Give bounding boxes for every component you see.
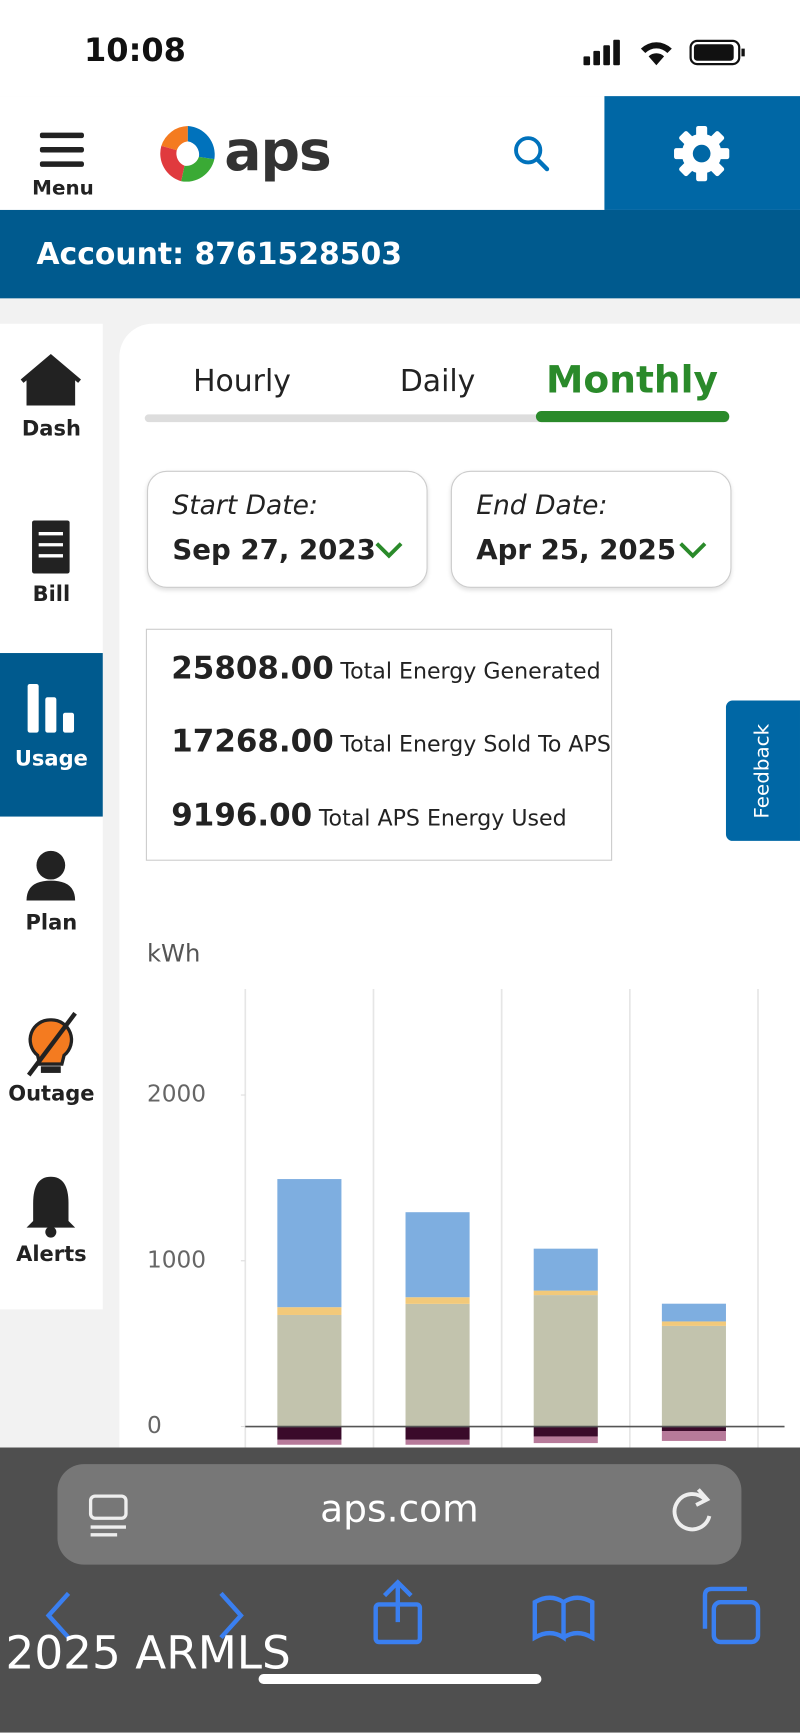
bar-segment (405, 1212, 470, 1298)
y-tick-label: 0 (147, 1412, 162, 1439)
bar-segment (405, 1439, 470, 1445)
nav-dash[interactable]: Dash (21, 416, 81, 441)
total-row: 9196.00 Total APS Energy Used (171, 797, 566, 833)
total-label: Total Energy Sold To APS (340, 730, 611, 757)
bar-segment (405, 1297, 470, 1304)
bar-segment (661, 1325, 726, 1427)
total-row: 25808.00 Total Energy Generated (171, 650, 600, 686)
bar-segment (277, 1307, 342, 1315)
bar-segment (277, 1439, 342, 1445)
watermark: 2025 ARMLS (5, 1626, 291, 1680)
tab-indicator (535, 411, 730, 423)
start-date-label: Start Date: (172, 489, 318, 521)
totals-box: 25808.00 Total Energy Generated 17268.00 T… (145, 628, 613, 861)
end-date[interactable]: End Date: Apr 25, 2025 (450, 470, 732, 588)
total-value: 17268.00 (171, 722, 334, 760)
feedback-tab[interactable] (725, 700, 800, 841)
bar-segment (661, 1321, 726, 1326)
menu-label[interactable]: Menu (32, 176, 94, 200)
total-label: Total APS Energy Used (318, 804, 567, 831)
bar-segment (405, 1303, 470, 1427)
url-bar[interactable] (57, 1464, 742, 1565)
menu-icon[interactable] (39, 130, 86, 170)
bar-segment (533, 1436, 598, 1444)
chevron (679, 542, 707, 559)
tab-hourly[interactable]: Hourly (193, 364, 291, 399)
sidebar-icons (20, 354, 81, 1238)
tab-monthly[interactable]: Monthly (546, 358, 719, 403)
logo-text[interactable]: aps (224, 119, 332, 184)
search-icon[interactable] (510, 133, 554, 177)
settings-icon[interactable] (673, 125, 730, 182)
end-date-label: End Date: (476, 489, 608, 521)
nav-plan[interactable]: Plan (25, 910, 78, 935)
total-row: 17268.00 Total Energy Sold To APS (171, 723, 611, 759)
total-value: 9196.00 (171, 796, 313, 834)
bar-segment (277, 1179, 342, 1308)
y-axis-label: kWh (147, 939, 200, 968)
y-tick-label: 1000 (147, 1246, 206, 1273)
bar-segment (533, 1248, 598, 1291)
total-label: Total Energy Generated (340, 657, 601, 684)
bar-segment (661, 1430, 726, 1441)
bar-segment (533, 1426, 598, 1437)
account-bar (0, 209, 800, 299)
y-tick-label: 2000 (147, 1081, 206, 1108)
tab-daily[interactable]: Daily (399, 364, 476, 399)
nav-outage[interactable]: Outage (8, 1081, 95, 1107)
browser-icons (45, 1488, 761, 1684)
bar-segment (277, 1426, 342, 1440)
clock: 10:08 (83, 30, 186, 69)
account-number: Account: 8761528503 (36, 237, 403, 272)
sidebar-active (0, 653, 103, 817)
nav-alerts[interactable]: Alerts (16, 1241, 87, 1267)
bar-segment (661, 1303, 726, 1322)
bar-segment (405, 1426, 470, 1440)
bar-segment (277, 1314, 342, 1427)
bar-segment (661, 1426, 726, 1431)
nav-usage[interactable]: Usage (14, 746, 88, 772)
nav-bill[interactable]: Bill (32, 582, 71, 607)
bar-segment (533, 1290, 598, 1296)
tab-track (144, 414, 730, 423)
url[interactable]: aps.com (320, 1487, 479, 1532)
bar-segment (533, 1295, 598, 1427)
chevron (375, 542, 403, 559)
start-date[interactable]: Start Date: Sep 27, 2023 (146, 470, 428, 588)
start-date-value: Sep 27, 2023 (172, 533, 376, 566)
logo-mark (160, 125, 215, 182)
end-date-value: Apr 25, 2025 (476, 533, 677, 566)
total-value: 25808.00 (171, 649, 334, 687)
header (0, 96, 605, 210)
status-icons (583, 39, 745, 66)
